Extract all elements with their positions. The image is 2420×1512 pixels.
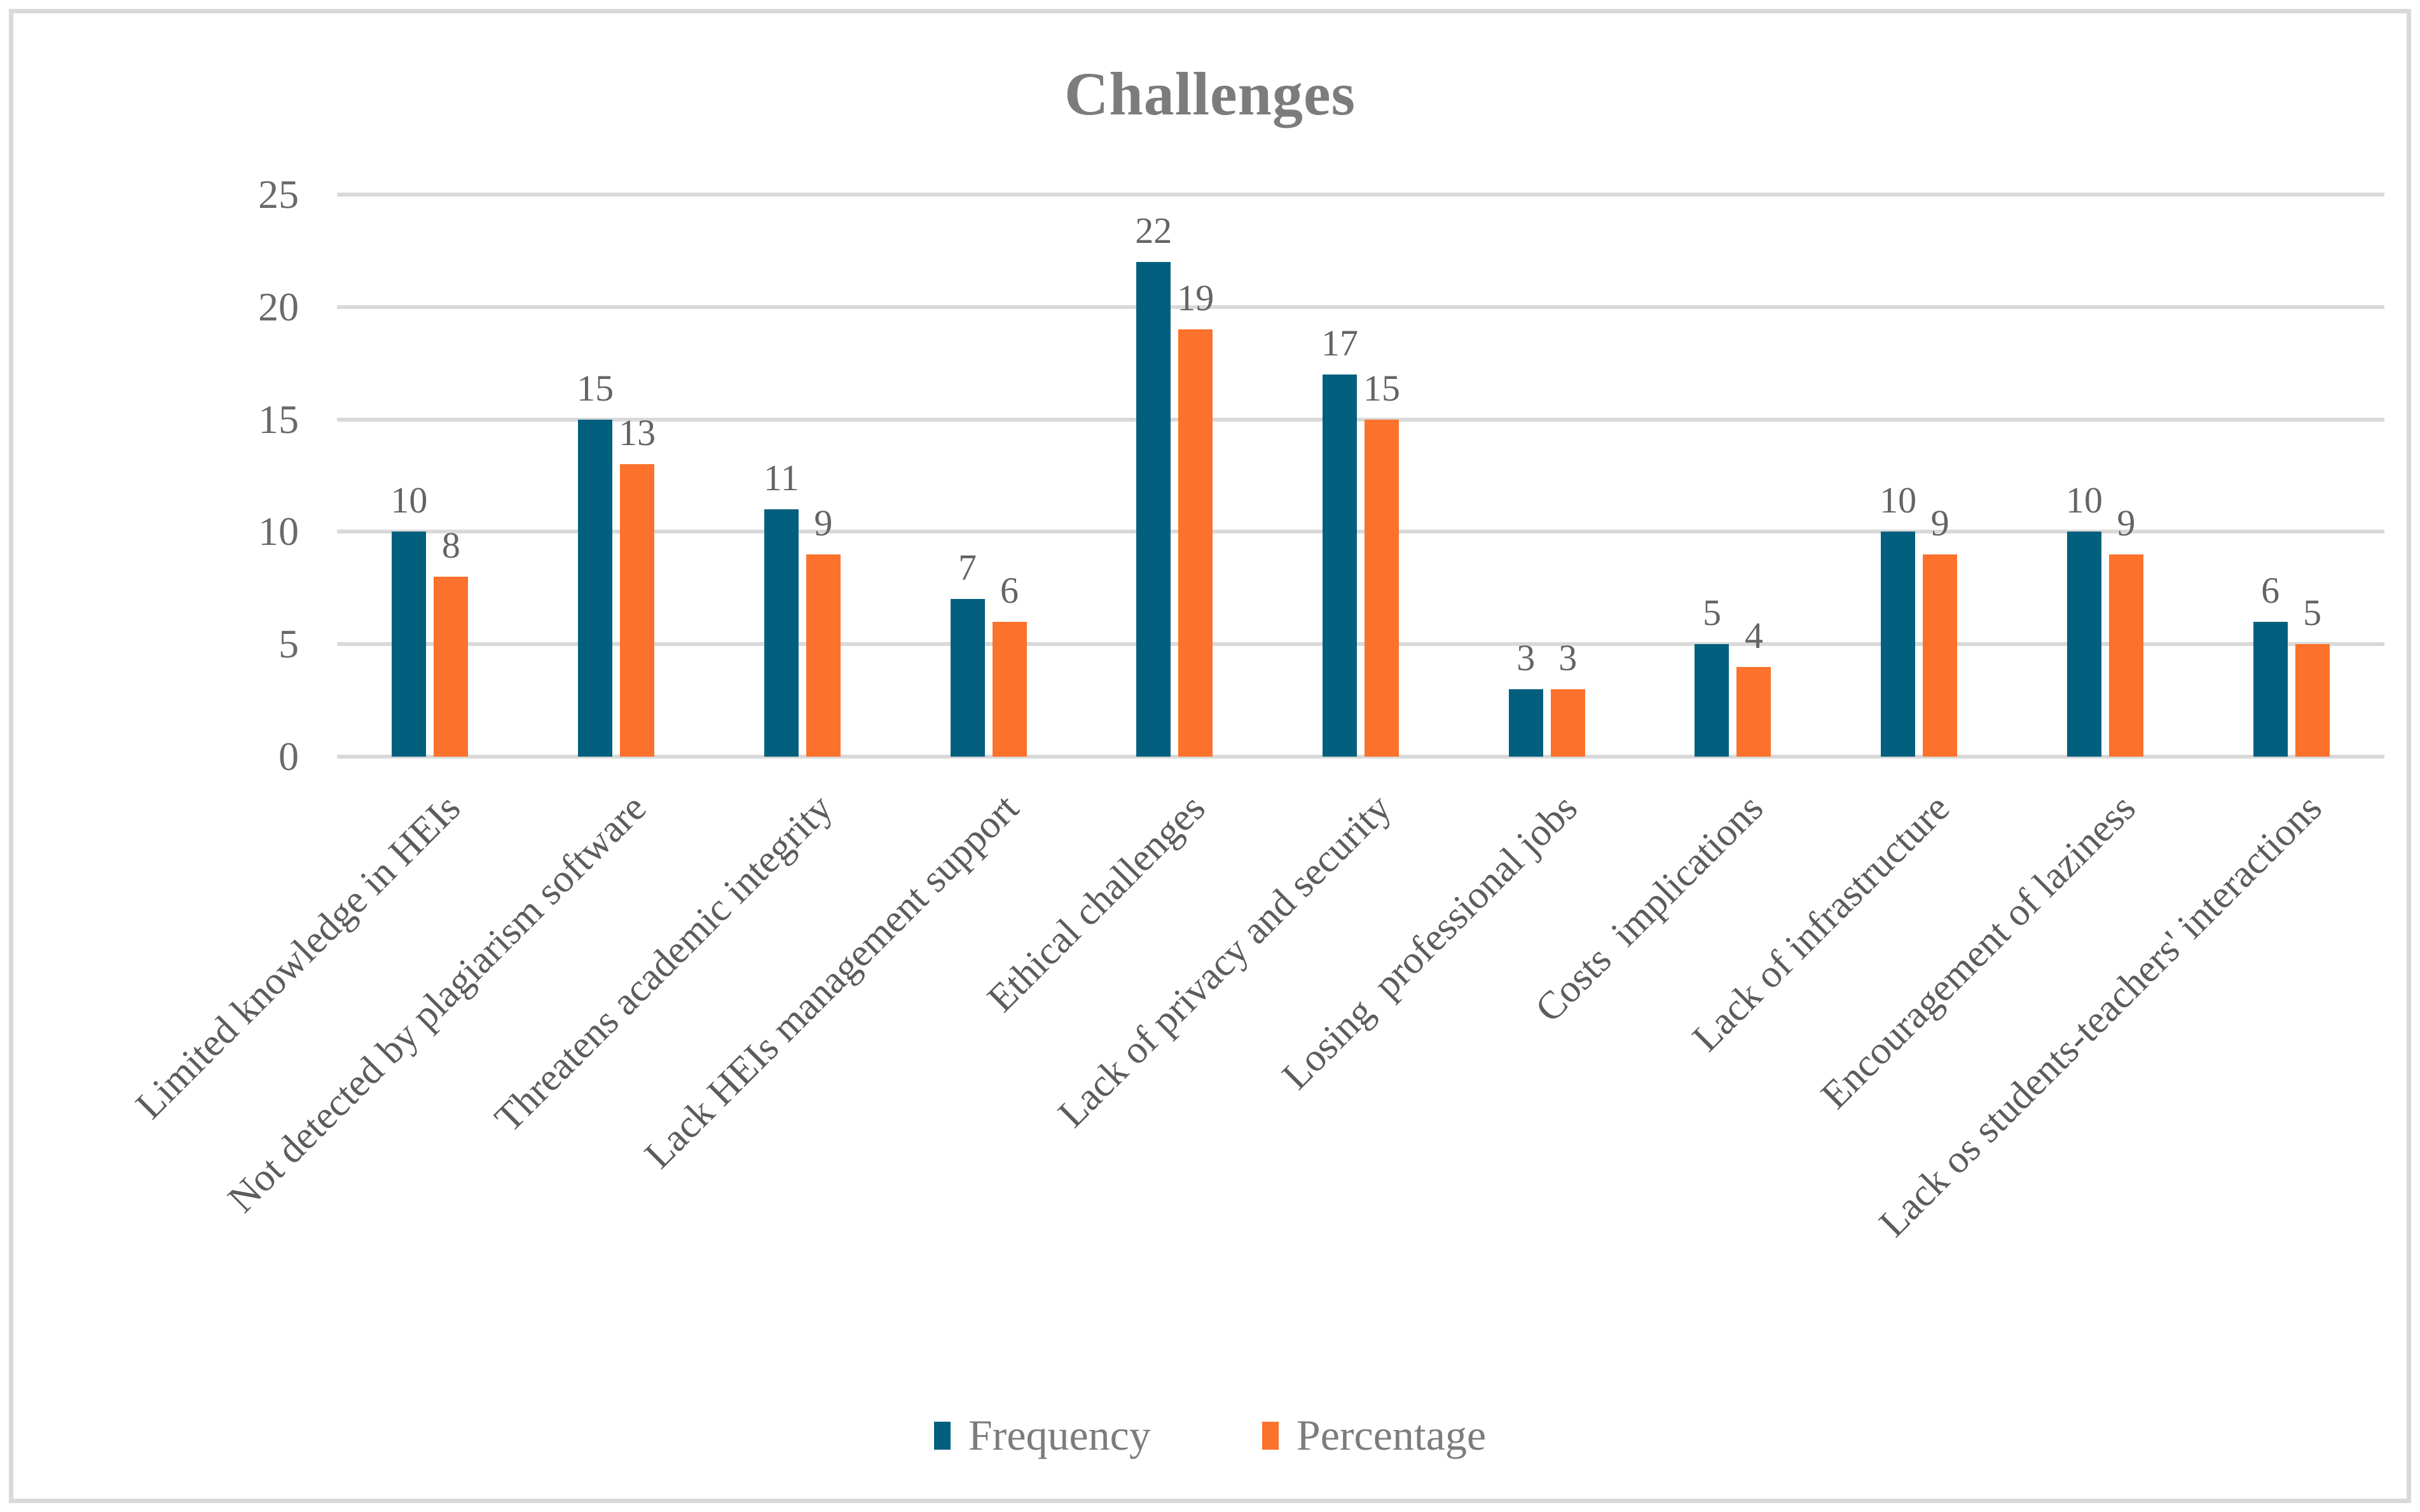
data-label-frequency-3: 11: [763, 457, 799, 499]
legend-label-percentage: Percentage: [1296, 1411, 1487, 1459]
gridline-y-5: [337, 642, 2384, 647]
data-label-percentage-10: 9: [2117, 502, 2136, 544]
legend: Frequency Percentage: [0, 1410, 2420, 1460]
gridline-y-0: [337, 755, 2384, 759]
bar-frequency-10: [2066, 532, 2101, 757]
y-tick-label-25: 25: [258, 172, 299, 217]
bar-percentage-6: [1365, 419, 1399, 757]
gridline-y-10: [337, 530, 2384, 534]
data-label-frequency-1: 10: [390, 479, 428, 521]
data-label-percentage-6: 15: [1363, 367, 1400, 409]
data-label-frequency-5: 22: [1135, 210, 1172, 252]
y-tick-label-10: 10: [258, 509, 299, 554]
chart-title: Challenges: [1064, 60, 1356, 128]
y-tick-label-0: 0: [278, 734, 299, 779]
data-label-frequency-9: 10: [1880, 479, 1917, 521]
legend-item-frequency: Frequency: [933, 1410, 1151, 1460]
bar-percentage-2: [620, 464, 655, 757]
bar-frequency-6: [1323, 374, 1357, 757]
gridline-y-15: [337, 417, 2384, 422]
category-label-10: Encouragement of laziness: [1813, 786, 2144, 1117]
bar-frequency-4: [950, 599, 985, 757]
legend-item-percentage: Percentage: [1262, 1410, 1486, 1460]
data-label-frequency-11: 6: [2261, 569, 2280, 611]
bar-frequency-7: [1508, 689, 1543, 757]
bar-percentage-9: [1923, 554, 1958, 757]
data-label-frequency-8: 5: [1702, 592, 1721, 634]
bar-frequency-3: [764, 509, 799, 757]
bar-percentage-4: [992, 621, 1027, 757]
bar-frequency-8: [1695, 644, 1729, 757]
data-label-frequency-6: 17: [1321, 322, 1358, 364]
bar-percentage-11: [2295, 644, 2330, 757]
legend-label-frequency: Frequency: [968, 1411, 1151, 1459]
bar-percentage-5: [1178, 329, 1213, 757]
frequency-swatch-icon: [933, 1421, 951, 1450]
data-label-frequency-10: 10: [2065, 479, 2103, 521]
bar-percentage-8: [1736, 666, 1771, 757]
bar-percentage-1: [434, 577, 469, 757]
y-tick-label-20: 20: [258, 284, 299, 329]
data-label-percentage-7: 3: [1558, 636, 1578, 678]
gridline-y-25: [337, 193, 2384, 196]
plot-area: 10 8 15 13 11 9 7 6 22 19 17 15 3 3 5 4 10 9 10 9 6 5: [337, 193, 2384, 759]
bar-percentage-10: [2108, 554, 2143, 757]
bar-frequency-9: [1881, 532, 1916, 757]
category-label-3: Threatens academic integrity: [486, 786, 841, 1141]
y-tick-label-5: 5: [278, 621, 299, 667]
bar-percentage-3: [806, 554, 841, 757]
data-label-percentage-4: 6: [1000, 569, 1019, 611]
gridline-y-20: [337, 305, 2384, 309]
category-label-1: Limited knowledge in HEIs: [127, 786, 469, 1127]
data-label-frequency-4: 7: [958, 547, 977, 589]
bar-frequency-2: [578, 419, 613, 757]
category-label-2: Not detected by plagiarism software: [220, 786, 655, 1221]
data-label-percentage-8: 4: [1744, 614, 1763, 656]
bar-frequency-5: [1136, 262, 1171, 757]
category-label-4: Lack HEIs management support: [636, 786, 1028, 1177]
data-label-percentage-3: 9: [814, 502, 833, 544]
data-label-frequency-7: 3: [1516, 636, 1536, 678]
data-label-percentage-1: 8: [441, 525, 460, 567]
category-label-6: Lack of privacy and security: [1050, 786, 1399, 1136]
y-tick-label-15: 15: [258, 396, 299, 442]
data-label-percentage-5: 19: [1177, 277, 1214, 319]
bar-percentage-7: [1550, 689, 1585, 757]
percentage-swatch-icon: [1262, 1421, 1279, 1450]
data-label-percentage-2: 13: [619, 412, 656, 454]
bar-frequency-1: [392, 532, 427, 757]
data-label-percentage-11: 5: [2303, 592, 2322, 634]
bar-frequency-11: [2253, 621, 2288, 757]
data-label-frequency-2: 15: [577, 367, 614, 409]
data-label-percentage-9: 9: [1930, 502, 1949, 544]
